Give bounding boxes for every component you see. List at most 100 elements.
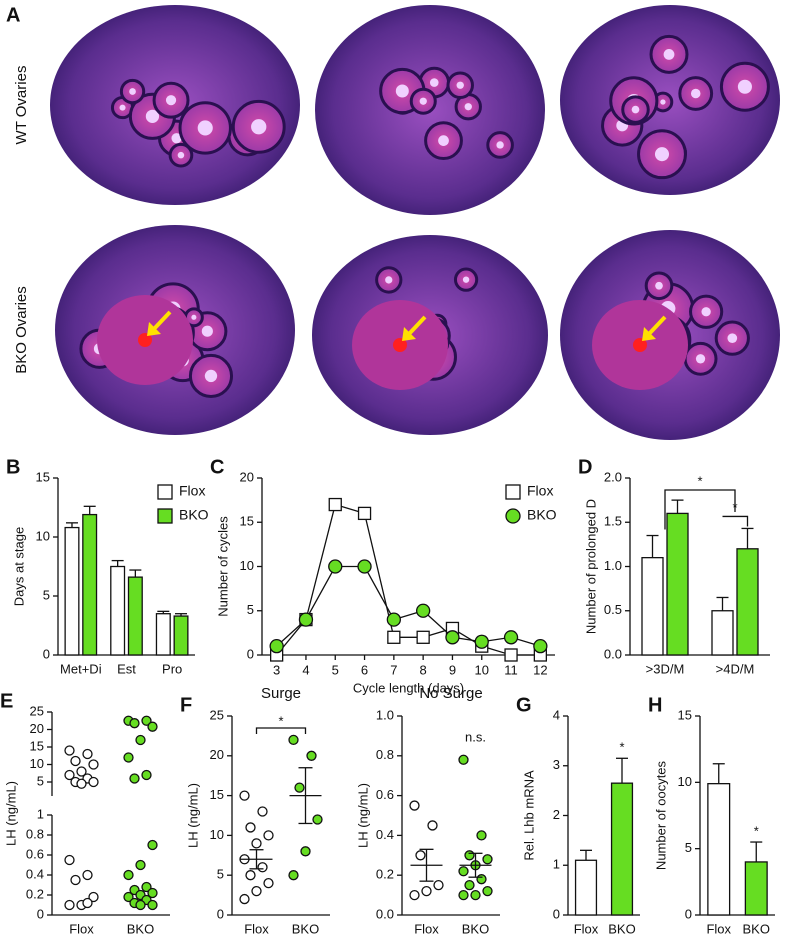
bar [64, 526, 80, 656]
y-tick-label: 5 [43, 587, 50, 602]
y-tick-label: 15 [240, 514, 254, 529]
y-axis-label: LH (ng/mL) [185, 783, 200, 848]
data-point [147, 721, 158, 732]
bar [82, 513, 98, 656]
y-tick-label: 20 [30, 721, 44, 736]
y-axis-label: Number of cycles [215, 516, 230, 617]
y-tick-label: 0.4 [26, 866, 44, 881]
legend-label: Flox [527, 483, 553, 499]
x-tick-label: BKO [462, 921, 489, 936]
x-tick-label: 10 [475, 662, 489, 677]
y-axis-label: Days at stage [11, 527, 26, 607]
y-axis-label: Rel. Lhb mRNA [521, 770, 536, 861]
oocyte [395, 84, 409, 98]
y-tick-label: 0 [37, 906, 44, 921]
bar [641, 557, 664, 656]
oocyte [165, 95, 177, 106]
data-point [82, 869, 93, 881]
y-tick-label: 0.8 [376, 747, 394, 762]
y-tick-label: 1 [37, 806, 44, 821]
y-tick-label: 0.8 [26, 826, 44, 841]
arrow [646, 315, 667, 337]
y-tick-label: 5 [217, 867, 224, 882]
y-tick-label: 15 [36, 469, 50, 484]
marker [503, 630, 519, 645]
data-point [123, 752, 134, 763]
data-point [70, 874, 81, 886]
significance-label: * [278, 713, 283, 728]
y-tick-label: 25 [30, 703, 44, 718]
oocyte [737, 79, 752, 94]
legend-swatch [505, 508, 521, 524]
y-tick-label: 15 [210, 787, 224, 802]
hemorrhage [633, 338, 647, 352]
data-point [427, 820, 438, 831]
marker [387, 630, 401, 644]
oocyte [701, 307, 711, 317]
significance-label: * [619, 740, 624, 755]
data-point [129, 773, 140, 784]
bar [110, 565, 126, 656]
y-tick-label: 1.5 [604, 514, 622, 529]
series-line [276, 503, 541, 656]
x-tick-label: 9 [449, 662, 456, 677]
y-tick-label: 0.4 [376, 827, 394, 842]
y-tick-label: 10 [36, 528, 50, 543]
x-tick-label: Met+Di [60, 661, 102, 676]
data-point [251, 838, 262, 849]
y-tick-label: 25 [210, 707, 224, 722]
oocyte [429, 78, 439, 87]
oocyte [201, 325, 213, 337]
legend-swatch [505, 484, 521, 500]
panel-letter: G [516, 694, 532, 716]
data-point [123, 891, 134, 903]
legend-label: BKO [527, 507, 557, 523]
panel-letter: F [180, 694, 192, 716]
data-point [76, 778, 87, 789]
significance-label: * [732, 500, 737, 515]
oocyte [171, 133, 182, 144]
data-point [239, 790, 250, 801]
legend-label: BKO [179, 507, 209, 523]
bar [127, 576, 143, 656]
panel-letter: E [0, 690, 13, 712]
data-point [141, 881, 152, 893]
subplot-title: Surge [261, 685, 301, 702]
panel-letter: D [578, 456, 592, 478]
x-axis-label: Cycle length (days) [353, 680, 464, 695]
y-tick-label: 2 [553, 807, 560, 822]
data-point [239, 893, 250, 905]
bar [610, 782, 634, 916]
y-tick-label: 5 [247, 602, 254, 617]
y-axis-label: Number of oocytes [653, 760, 668, 870]
arrowhead [642, 327, 656, 341]
oocyte [660, 99, 666, 105]
oocyte [496, 141, 504, 149]
y-tick-label: 0 [43, 646, 50, 661]
x-tick-label: Flox [414, 921, 439, 936]
x-tick-label: 3 [273, 662, 280, 677]
marker [415, 603, 431, 618]
significance-bracket [664, 489, 736, 530]
marker [269, 639, 284, 654]
oocyte [695, 354, 706, 364]
oocyte [419, 97, 427, 105]
oocyte [197, 120, 213, 136]
x-tick-label: 5 [332, 662, 339, 677]
oocyte [385, 276, 393, 284]
significance-label: n.s. [465, 729, 486, 744]
histology-images [50, 5, 780, 440]
data-point [458, 889, 469, 901]
x-tick-label: >4D/M [716, 661, 755, 676]
marker [533, 639, 548, 654]
data-point [476, 874, 487, 885]
x-tick-label: 8 [420, 662, 427, 677]
data-point [433, 880, 444, 891]
data-point [123, 869, 134, 881]
data-point [263, 878, 274, 889]
marker [416, 630, 430, 644]
x-tick-label: 7 [390, 662, 397, 677]
significance-label: * [697, 473, 702, 488]
x-tick-label: Est [117, 661, 136, 676]
data-point [470, 889, 481, 901]
